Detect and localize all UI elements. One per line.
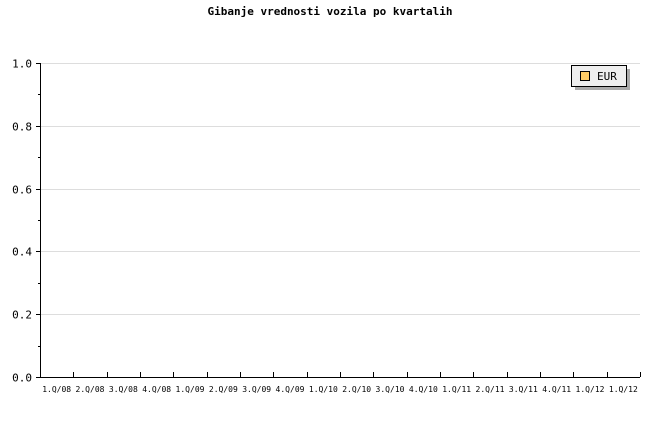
x-tick-label: 3.Q/08 xyxy=(109,385,138,394)
x-tick-label: 2.Q/11 xyxy=(476,385,505,394)
x-tick-label: 3.Q/09 xyxy=(242,385,271,394)
legend-label: EUR xyxy=(597,70,617,83)
x-tick-label: 2.Q/08 xyxy=(76,385,105,394)
x-tick-label: 4.Q/09 xyxy=(276,385,305,394)
x-tick-label: 3.Q/11 xyxy=(509,385,538,394)
legend-box xyxy=(571,65,627,87)
x-tick-label: 1.Q/12 xyxy=(576,385,605,394)
y-tick-label: 0.2 xyxy=(12,309,32,322)
x-tick-label: 1.Q/08 xyxy=(42,385,71,394)
x-tick-label: 4.Q/10 xyxy=(409,385,438,394)
y-tick-label: 0.6 xyxy=(12,184,32,197)
legend-swatch xyxy=(580,71,590,81)
x-tick-label: 1.Q/10 xyxy=(309,385,338,394)
x-tick-label: 1.Q/09 xyxy=(176,385,205,394)
x-tick-label: 4.Q/08 xyxy=(142,385,171,394)
x-tick-label: 1.Q/11 xyxy=(442,385,471,394)
y-tick-label: 0.0 xyxy=(12,372,32,385)
x-tick-label: 4.Q/11 xyxy=(542,385,571,394)
legend: EUR xyxy=(571,65,630,90)
y-tick-label: 0.8 xyxy=(12,121,32,134)
x-tick-label: 1.Q/12 xyxy=(609,385,638,394)
x-tick-label: 2.Q/09 xyxy=(209,385,238,394)
x-tick-label: 2.Q/10 xyxy=(342,385,371,394)
x-tick-label: 3.Q/10 xyxy=(376,385,405,394)
y-tick-label: 0.4 xyxy=(12,246,32,259)
y-tick-label: 1.0 xyxy=(12,58,32,71)
chart-title: Gibanje vrednosti vozila po kvartalih xyxy=(207,5,452,18)
